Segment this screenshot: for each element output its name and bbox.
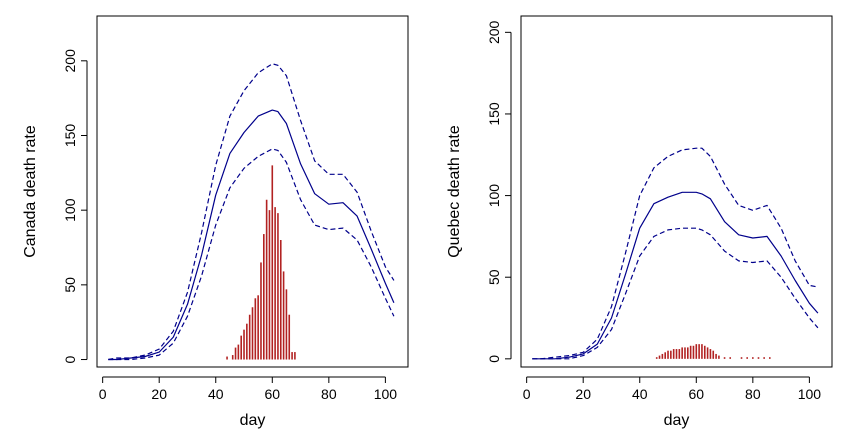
y-tick-label: 150 [62,124,78,148]
x-tick-label: 20 [151,386,167,402]
x-tick-label: 60 [689,386,705,402]
x-tick-label: 0 [523,386,531,402]
plot-frame [96,15,409,368]
y-tick-label: 0 [486,355,502,363]
series-lower [108,148,395,361]
y-tick-label: 50 [62,277,78,293]
y-tick-label: 50 [486,269,502,285]
series-estimate [532,191,819,360]
observed-bars [226,165,296,360]
x-tick-label: 100 [798,386,822,402]
x-axis-label: day [664,412,690,429]
x-tick-label: 20 [575,386,591,402]
series-upper [532,147,819,360]
x-tick-label: 40 [208,386,224,402]
series-estimate [108,109,395,361]
x-tick-label: 0 [99,386,107,402]
series-upper [108,63,395,361]
y-tick-label: 0 [62,355,78,363]
y-tick-label: 200 [62,49,78,73]
observed-bars [655,344,771,359]
y-tick-label: 150 [486,102,502,126]
y-tick-label: 200 [486,20,502,44]
y-axis-label: Canada death rate [22,125,39,258]
y-tick-label: 100 [62,198,78,222]
y-tick-label: 100 [486,184,502,208]
x-tick-label: 80 [745,386,761,402]
y-axis-label: Quebec death rate [446,125,463,258]
x-tick-label: 100 [374,386,398,402]
quebec-chart: 0 20 40 60 80 100 0 50 100 150 200 day Quebec death … [446,15,833,429]
canada-chart: 0 20 40 60 80 100 0 50 100 150 200 day Canada death … [22,15,409,429]
x-tick-label: 60 [265,386,281,402]
x-tick-label: 40 [632,386,648,402]
x-tick-label: 80 [321,386,337,402]
x-axis-label: day [240,412,266,429]
plot-frame [520,15,833,368]
